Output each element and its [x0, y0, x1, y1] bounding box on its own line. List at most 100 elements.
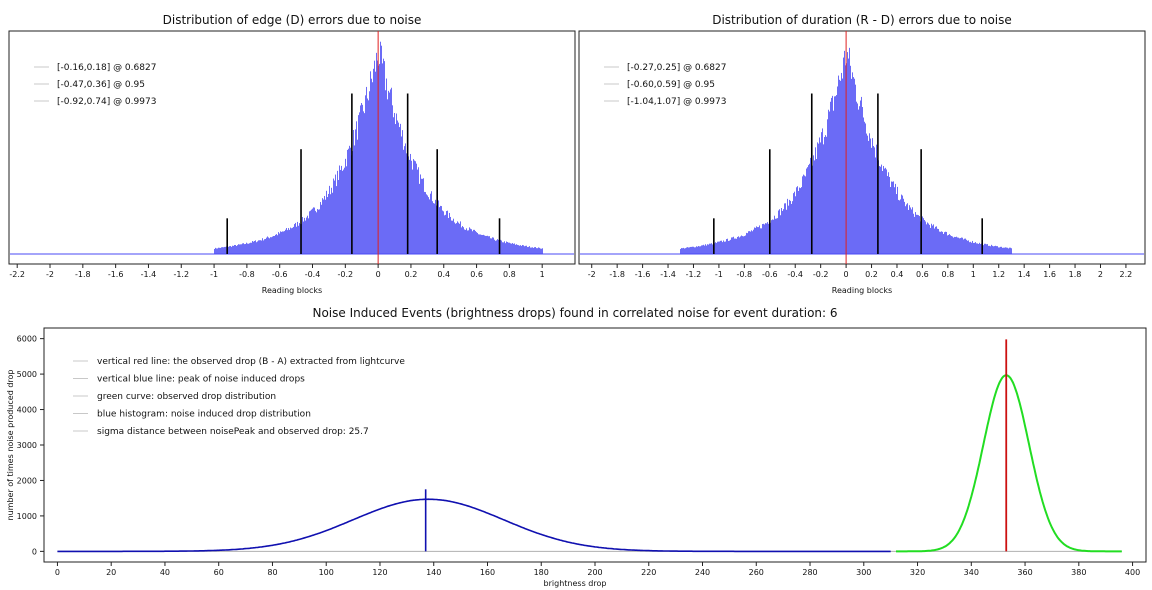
histogram-bar [365, 95, 366, 255]
histogram-bar [372, 82, 373, 254]
histogram-bar [498, 239, 499, 254]
histogram-bar [748, 231, 749, 254]
histogram-bar [445, 214, 446, 254]
histogram-bar [852, 72, 853, 254]
histogram-bar [422, 178, 423, 254]
histogram-bar [506, 241, 507, 254]
histogram-bar [751, 230, 752, 254]
histogram-bar [908, 209, 909, 254]
histogram-bar [339, 165, 340, 254]
histogram-bar [805, 176, 806, 254]
histogram-bar [866, 133, 867, 254]
histogram-bar [432, 201, 433, 254]
histogram-bar [439, 207, 440, 254]
histogram-bar [959, 238, 960, 254]
histogram-bar [447, 210, 448, 254]
histogram-bar [797, 186, 798, 254]
histogram-bar [403, 149, 404, 254]
histogram-bar [732, 237, 733, 254]
histogram-bar [706, 245, 707, 254]
x-tick-label: 0.6 [470, 270, 483, 279]
histogram-bar [488, 236, 489, 254]
histogram-bar [862, 107, 863, 254]
histogram-bar [699, 246, 700, 254]
histogram-bar [952, 236, 953, 254]
histogram-bar [784, 203, 785, 254]
histogram-bar [448, 218, 449, 254]
histogram-bar [536, 248, 537, 254]
legend-entry: vertical red line: the observed drop (B … [97, 357, 405, 367]
histogram-bar [380, 41, 381, 254]
histogram-bar [716, 242, 717, 254]
histogram-bar [849, 47, 850, 254]
x-tick-label: -2 [46, 270, 54, 279]
histogram-bar [524, 246, 525, 254]
x-tick-label: -1.6 [635, 270, 651, 279]
histogram-bar [865, 123, 866, 254]
x-tick-label: 100 [319, 568, 334, 577]
histogram-bar [441, 206, 442, 254]
histogram-bar [521, 245, 522, 254]
histogram-bar [987, 244, 988, 254]
histogram-bar [719, 241, 720, 254]
histogram-bar [775, 218, 776, 254]
histogram-bar [991, 244, 992, 254]
histogram-bar [901, 194, 902, 254]
chart-title: Distribution of edge (D) errors due to n… [163, 13, 422, 27]
histogram-bar [271, 237, 272, 254]
histogram-bar [275, 234, 276, 254]
histogram-bar [939, 231, 940, 254]
histogram-bar [535, 247, 536, 254]
histogram-bar [876, 144, 877, 254]
histogram-bar [844, 50, 845, 255]
histogram-bar [762, 224, 763, 254]
x-tick-label: 0.2 [865, 270, 878, 279]
histogram-bar [833, 110, 834, 254]
histogram-bar [827, 119, 828, 254]
histogram-bar [528, 246, 529, 254]
histogram-bar [382, 63, 383, 254]
histogram-bar [236, 246, 237, 254]
x-tick-label: -1.8 [609, 270, 625, 279]
histogram-bar [292, 227, 293, 254]
histogram-bar [802, 176, 803, 254]
histogram-bar [316, 212, 317, 254]
histogram-bar [703, 244, 704, 254]
histogram-bar [414, 160, 415, 254]
histogram-bar [931, 223, 932, 254]
histogram-bar [391, 87, 392, 255]
histogram-bar [922, 216, 923, 254]
histogram-bar [972, 240, 973, 254]
histogram-bar [424, 191, 425, 254]
histogram-bar [874, 147, 875, 254]
histogram-bar [702, 245, 703, 254]
histogram-bar [884, 168, 885, 254]
histogram-bar [267, 236, 268, 254]
histogram-bar [479, 234, 480, 254]
histogram-bar [989, 245, 990, 254]
histogram-bar [490, 238, 491, 254]
histogram-bar [474, 229, 475, 254]
histogram-bar [997, 246, 998, 254]
edge-error-chart: Distribution of edge (D) errors due to n… [8, 13, 576, 295]
histogram-bar [873, 145, 874, 254]
histogram-bar [949, 234, 950, 254]
histogram-bar [268, 237, 269, 254]
histogram-bar [1003, 247, 1004, 254]
x-tick-label: -0.2 [813, 270, 829, 279]
histogram-bar [517, 244, 518, 254]
histogram-bar [1000, 246, 1001, 254]
histogram-bar [968, 240, 969, 254]
histogram-bar [356, 121, 357, 254]
histogram-bar [700, 246, 701, 254]
histogram-bar [467, 230, 468, 254]
histogram-bar [738, 236, 739, 254]
histogram-bar [819, 137, 820, 254]
histogram-bar [465, 229, 466, 254]
histogram-bar [816, 158, 817, 254]
histogram-bar [393, 117, 394, 254]
histogram-bar [526, 245, 527, 254]
histogram-bar [519, 245, 520, 254]
histogram-bar [504, 241, 505, 254]
histogram-bar [836, 95, 837, 254]
